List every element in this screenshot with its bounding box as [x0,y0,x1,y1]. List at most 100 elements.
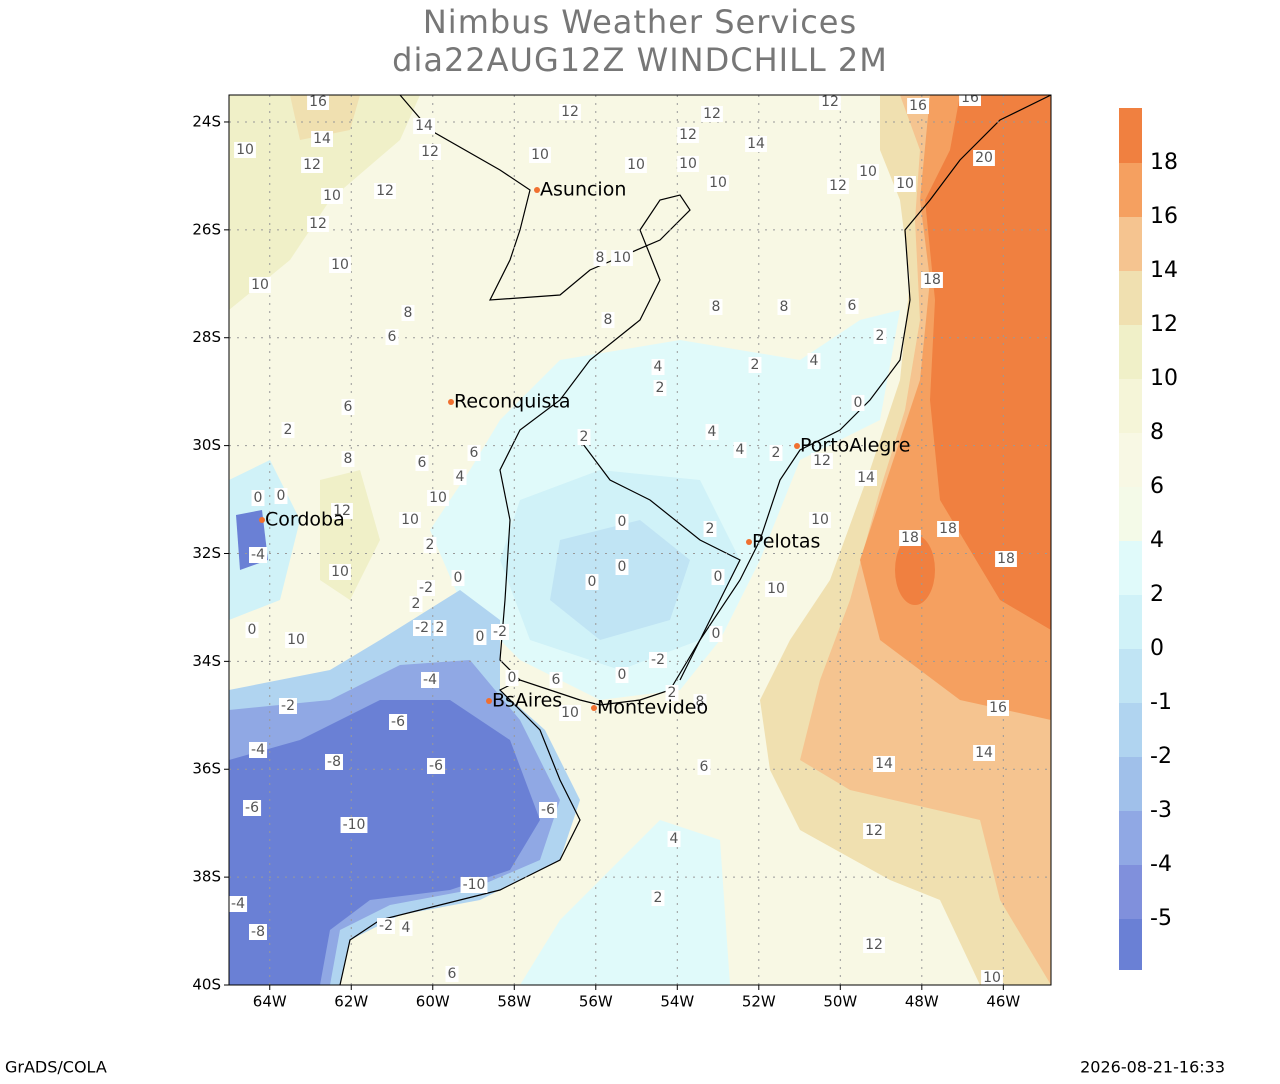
colorbar-segment [1119,865,1142,919]
contour-label-bg [873,328,887,344]
contour-label: 2 [706,521,715,537]
contour-label: 6 [418,455,427,471]
colorbar-segment [1119,325,1142,379]
city-marker [591,705,597,711]
contour-label-bg [973,150,995,166]
contour-label: 8 [344,451,353,467]
title: Nimbus Weather Services [423,3,857,41]
colorbar-segment [1119,108,1142,163]
contour-label-bg [651,890,665,906]
colorbar-segment [1119,163,1142,217]
contour-label: 6 [470,445,479,461]
contour-label-bg [601,312,615,328]
contour-label: 12 [303,157,321,173]
contour-label-bg [748,357,762,373]
contour-label-bg [453,469,467,485]
contour-label-bg [809,512,831,528]
contour-label: 12 [333,503,351,519]
contour-label: -6 [391,714,405,730]
colorbar-segment [1119,811,1142,865]
contour-label: 10 [331,257,349,273]
colorbar-segment [1119,541,1142,595]
contour-label-bg [745,136,767,152]
contour-label-bg [399,512,421,528]
contour-label-bg [417,580,435,596]
contour-label-bg [340,817,368,833]
contour-label-bg [769,445,783,461]
contour-label: 2 [656,380,665,396]
contour-label-bg [401,305,415,321]
contour-label-bg [677,156,699,172]
contour-label-bg [709,626,723,642]
contour-label: 14 [313,131,331,147]
contour-label: -4 [251,742,265,758]
contour-label-bg [427,490,449,506]
contour-label-bg [399,920,413,936]
contour-label: 2 [772,445,781,461]
contour-label: -6 [429,758,443,774]
contour-label: 0 [476,629,485,645]
contour-label: 0 [588,574,597,590]
contour-label: 12 [376,183,394,199]
lon-label: 56W [579,993,613,1011]
contour-label-bg [615,559,629,575]
contour-label: 16 [961,90,979,106]
contour-label: -6 [541,802,555,818]
contour-label: -2 [281,698,295,714]
colorbar-segment [1119,433,1142,487]
contour-label-bg [229,896,248,912]
lat-label: 30S [192,436,221,454]
contour-label: 10 [429,490,447,506]
contour-label: 2 [426,537,435,553]
contour-label: 12 [679,127,697,143]
contour-label: 10 [561,705,579,721]
contour-label-bg [651,359,665,375]
contour-label: -10 [343,817,366,833]
footer-right: 2026-08-21-16:33 [1080,1058,1225,1077]
lat-label: 32S [192,544,221,562]
lat-label: 24S [192,112,221,130]
colorbar-segment [1119,649,1142,703]
contour-label-bg [245,622,259,638]
contour-label: 14 [875,756,893,772]
contour-label-bg [987,700,1009,716]
contour-label: 14 [857,470,875,486]
contour-label: -2 [651,652,665,668]
contour-label: 2 [876,328,885,344]
contour-label-bg [549,672,563,688]
lon-label: 46W [986,993,1020,1011]
contour-label: 10 [236,142,254,158]
city-name: Cordoba [265,509,345,531]
contour-label-bg [243,800,262,816]
contour-label: 8 [780,299,789,315]
contour-label: 10 [859,164,877,180]
contour-label-bg [921,272,943,288]
contour-label-bg [697,759,711,775]
contour-label: -8 [327,754,341,770]
contour-label-bg [385,329,399,345]
contour-label-bg [473,629,487,645]
contour-label: 12 [421,144,439,160]
colorbar-label: 8 [1150,420,1164,445]
contour-label-bg [409,596,423,612]
colorbar-segment [1119,217,1142,271]
colorbar-segment [1119,379,1142,433]
city-name: Pelotas [752,531,820,553]
contour-label-bg [973,745,995,761]
contour-label: 0 [714,569,723,585]
contour-label: -2 [493,624,507,640]
contour-label-bg [705,424,719,440]
contour-label-bg [234,142,256,158]
border [579,439,741,681]
contour-label: 10 [251,277,269,293]
contour-label-bg [693,694,707,710]
contour-label: 10 [767,581,785,597]
contour-label: 2 [751,357,760,373]
lon-label: 54W [660,993,694,1011]
contour-label-bg [585,574,599,590]
contour-label-bg [777,299,791,315]
contour-label: 8 [604,312,613,328]
contour-label-bg [251,490,265,506]
contour-label-bg [445,966,459,982]
